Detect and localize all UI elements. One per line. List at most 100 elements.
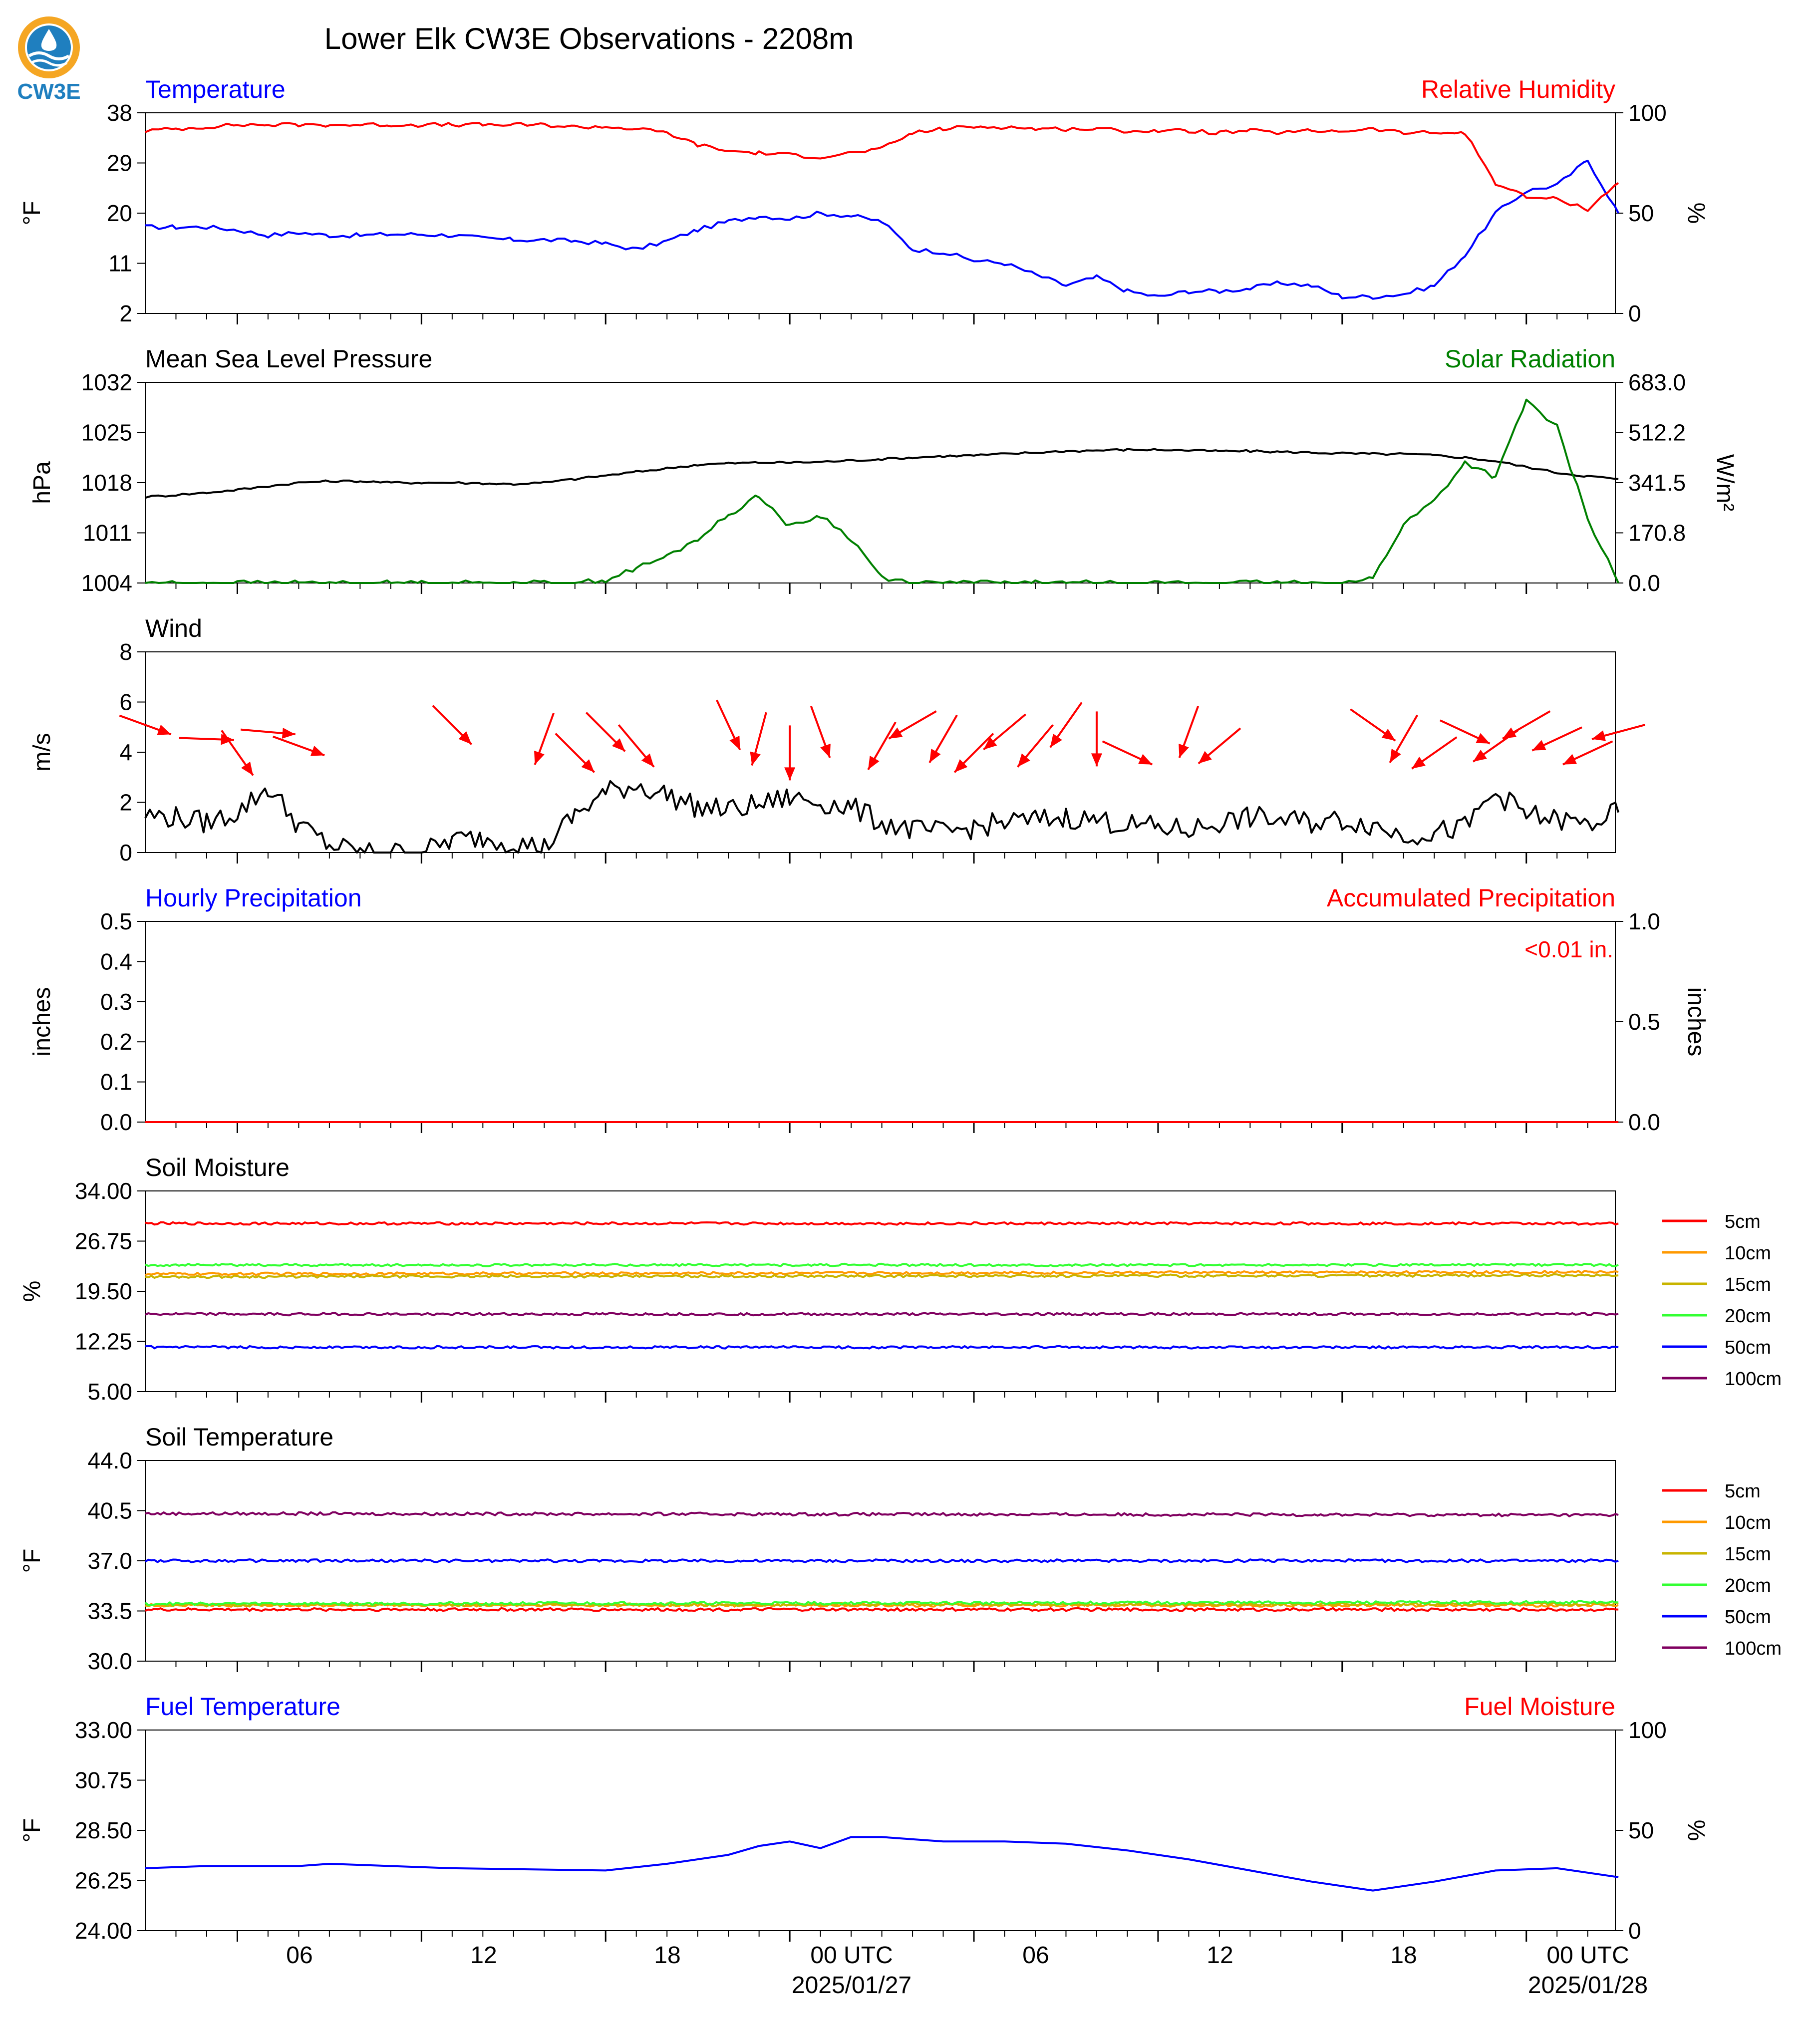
y-tick-label: 19.50 [75, 1278, 132, 1304]
legend-label: 100cm [1725, 1638, 1782, 1659]
series-line-5cm [145, 1607, 1619, 1612]
wind-arrow-head [889, 727, 903, 739]
series-line-50cm [144, 1558, 1619, 1563]
wind-arrow [240, 727, 296, 739]
wind-arrow-head [1017, 753, 1030, 767]
wind-arrow-head [1050, 733, 1062, 748]
wind-arrow [555, 733, 596, 773]
x-date-label: 2025/01/27 [792, 1972, 911, 1999]
legend-label: 10cm [1725, 1512, 1771, 1533]
wind-arrow [432, 705, 473, 745]
x-tick-label: 00 UTC [1546, 1942, 1629, 1969]
y-tick-label: 12.25 [75, 1329, 132, 1355]
y-tick-label: 0.1 [100, 1069, 132, 1095]
y-tick-label: 0.4 [100, 948, 132, 974]
y-tick-label: 30.75 [75, 1767, 132, 1793]
y-tick-label-right: 0 [1628, 300, 1641, 326]
panel-title-right: Fuel Moisture [1464, 1693, 1615, 1721]
y-tick-label: 34.00 [75, 1178, 132, 1204]
y-axis-label: °F [19, 201, 45, 226]
wind-arrow-head [1091, 753, 1102, 767]
y-tick-label: 1018 [81, 470, 132, 496]
wind-arrow [273, 735, 325, 757]
legend-label: 15cm [1725, 1274, 1771, 1295]
wind-arrow-head [784, 767, 796, 781]
panel-3: 0.5 0.4 0.3 0.2 0.1 0.0 1.0 0.5 0.0 inches inches H… [29, 884, 1709, 1135]
series-line-5cm [145, 1221, 1619, 1226]
panel-title-left: Temperature [145, 75, 286, 103]
wind-arrow-head [929, 749, 941, 763]
y-tick-label: 33.5 [87, 1598, 132, 1624]
x-tick-label: 18 [654, 1942, 680, 1969]
x-date-label: 2025/01/28 [1528, 1972, 1648, 1999]
wind-arrow-head [1473, 750, 1487, 762]
y-axis-label: % [19, 1281, 45, 1302]
wind-arrow-head [282, 727, 296, 739]
wind-arrow [888, 710, 937, 740]
y-tick-label: 29 [107, 150, 132, 176]
logo-wave-1 [28, 51, 70, 60]
panel-title-right: Relative Humidity [1421, 75, 1615, 103]
panel-2: 8 6 4 2 0 m/s Wind [29, 614, 1645, 866]
panel-1: 1032 1025 1018 1011 1004 683.0 512.2 341.5 170.8… [29, 345, 1738, 596]
y-tick-label: 0.3 [100, 989, 132, 1015]
y-tick-label: 0 [119, 840, 132, 866]
y-tick-label: 33.00 [75, 1717, 132, 1743]
wind-arrow-head [581, 759, 595, 773]
wind-arrow [1178, 706, 1200, 758]
legend-label: 5cm [1725, 1211, 1761, 1232]
y-tick-label-right: 0.0 [1628, 1109, 1660, 1135]
panel-5: 44.0 40.5 37.0 33.5 30.0 °F Soil Temperature 5c… [19, 1423, 1782, 1674]
panel-title-left: Hourly Precipitation [145, 884, 362, 912]
y-tick-label: 20 [107, 200, 132, 226]
x-tick-label: 06 [286, 1942, 312, 1969]
wind-arrow [1562, 740, 1613, 766]
series-line-100cm [145, 1312, 1619, 1317]
y-tick-label: 24.00 [75, 1918, 132, 1944]
wind-arrow-head [1412, 757, 1426, 769]
y-tick-label-right: 683.0 [1628, 369, 1686, 395]
y-axis-label-right: W/m² [1712, 454, 1738, 512]
wind-arrow [617, 724, 655, 768]
y-tick-label-right: 100 [1628, 100, 1667, 126]
wind-arrow-head [1179, 743, 1189, 758]
wind-arrow [1017, 724, 1054, 768]
series-line-50cm [145, 1345, 1619, 1350]
wind-arrow-head [1503, 727, 1517, 739]
y-axis-label-right: % [1683, 1820, 1709, 1841]
wind-arrow [716, 699, 741, 751]
y-tick-label: 6 [119, 689, 132, 715]
panel-4: 34.00 26.75 19.50 12.25 5.00% Soil Moisture 5c… [19, 1154, 1782, 1405]
wind-arrow-head [729, 736, 740, 750]
y-axis-label: m/s [29, 733, 55, 771]
wind-arrow [1411, 736, 1458, 770]
y-tick-label: 40.5 [87, 1498, 132, 1524]
wind-arrow-head [1476, 733, 1490, 744]
wind-arrow-head [820, 743, 831, 758]
wind-arrow [1350, 708, 1396, 742]
panel-title-right: Accumulated Precipitation [1327, 884, 1615, 912]
y-tick-label: 37.0 [87, 1548, 132, 1574]
wind-arrow [953, 733, 994, 773]
logo-ring [18, 16, 80, 78]
accumulated-total-label: <0.01 in. [1524, 936, 1613, 962]
wind-arrow [810, 706, 831, 758]
legend-label: 20cm [1725, 1575, 1771, 1596]
wind-arrow-head [954, 759, 968, 773]
wind-arrow-head [458, 731, 472, 745]
y-axis-label-right: % [1683, 203, 1709, 224]
x-tick-label: 18 [1390, 1942, 1417, 1969]
y-tick-label: 1032 [81, 369, 132, 395]
wind-arrow-head [983, 737, 997, 750]
y-tick-label: 0.2 [100, 1029, 132, 1055]
wind-arrow [1049, 702, 1083, 748]
legend-label: 50cm [1725, 1607, 1771, 1628]
wind-arrow-head [1138, 754, 1153, 765]
y-tick-label: 11 [108, 251, 132, 277]
y-tick-label-right: 50 [1628, 200, 1654, 226]
series-line-mean-sea-level-pressure [145, 448, 1619, 499]
y-tick-label: 44.0 [87, 1448, 132, 1473]
wind-arrow [119, 714, 172, 736]
wind-arrow [1591, 724, 1645, 741]
